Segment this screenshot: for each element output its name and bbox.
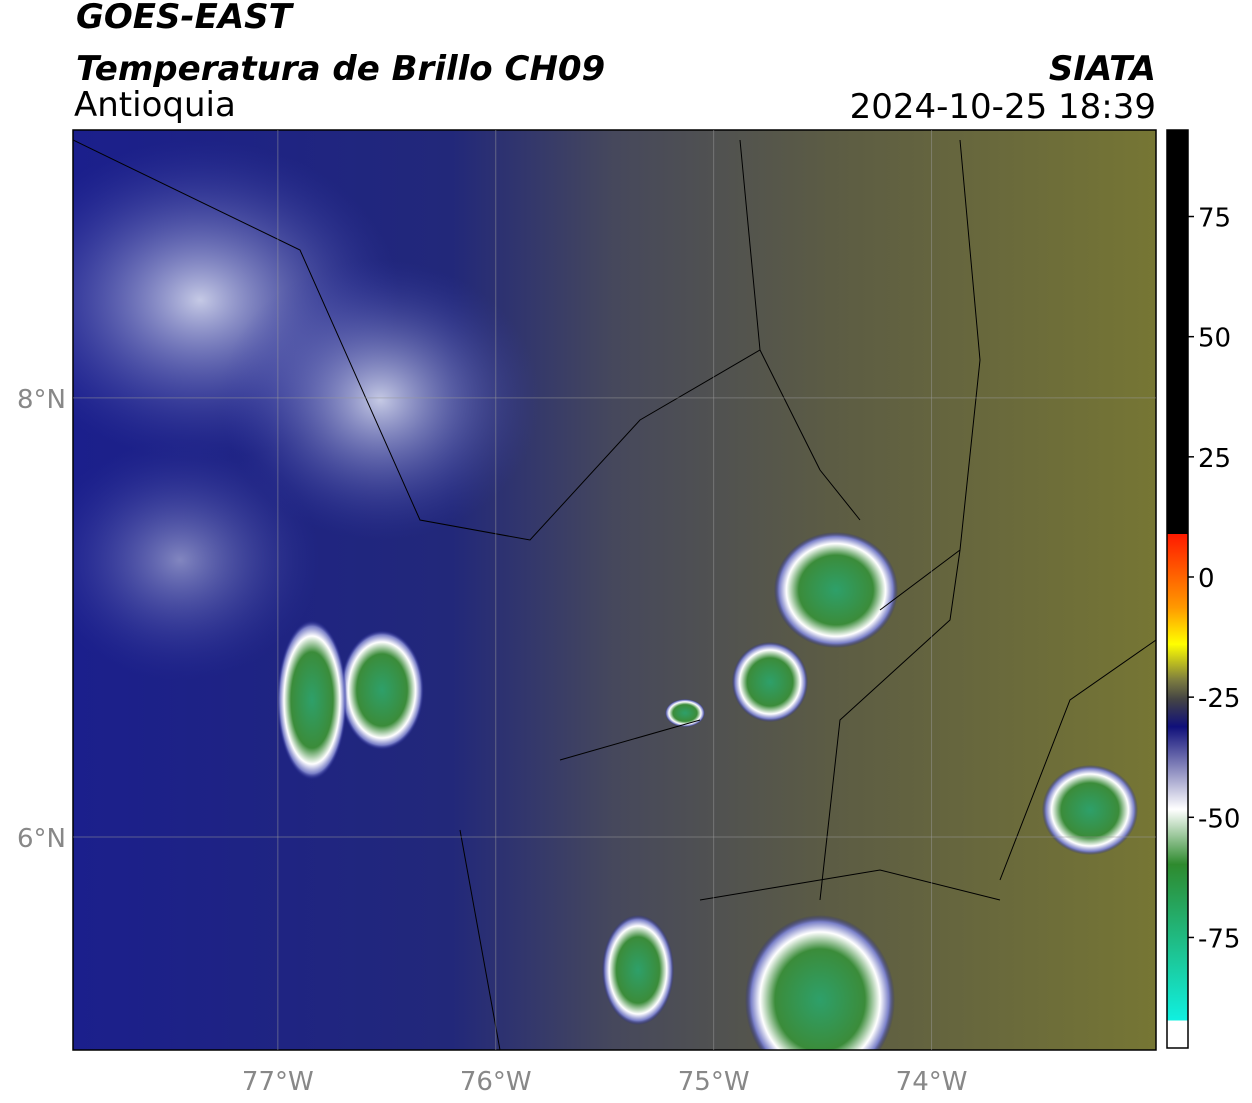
region: Antioquia: [74, 85, 236, 125]
source: SIATA: [1049, 49, 1156, 89]
title: GOES-EAST: [76, 0, 295, 37]
plot-frame: [72, 129, 1157, 1051]
colorbar-tick-label: 75: [1198, 204, 1231, 234]
x-tick-label: 74°W: [896, 1067, 968, 1097]
subtitle: Temperatura de Brillo CH09: [76, 49, 605, 89]
colorbar-tick-label: -50: [1198, 804, 1240, 834]
x-tick-label: 75°W: [678, 1067, 750, 1097]
satellite-image: [73, 130, 1156, 1050]
colorbar-tick-label: 25: [1198, 444, 1231, 474]
timestamp: 2024-10-25 18:39: [850, 87, 1156, 127]
x-tick-label: 76°W: [460, 1067, 532, 1097]
colorbar-tick-label: -25: [1198, 684, 1240, 714]
colorbar-tick-label: -75: [1198, 924, 1240, 954]
x-tick-label: 77°W: [242, 1067, 314, 1097]
colorbar-tick-label: 50: [1198, 324, 1231, 354]
y-tick-label: 6°N: [17, 824, 66, 854]
colorbar-tick-label: 0: [1198, 564, 1215, 594]
colorbar: [1166, 129, 1189, 1049]
y-tick-label: 8°N: [17, 385, 66, 415]
